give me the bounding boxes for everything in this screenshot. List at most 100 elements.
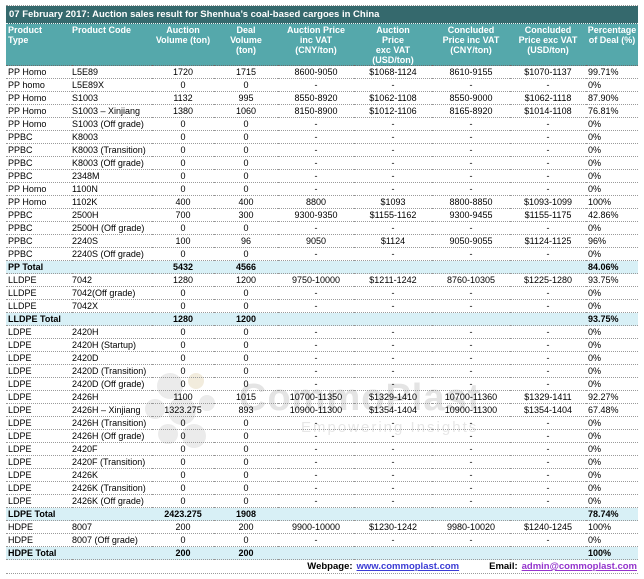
cell-auction-volume: 0: [152, 299, 214, 313]
table-row: HDPE 8007 (Off grade) 0 0 - - - - 0%: [6, 533, 638, 547]
cell-auction-price-exc-vat: -: [354, 143, 432, 157]
cell-product-code: 2426H: [72, 390, 152, 404]
cell-concluded-price-inc-vat: -: [432, 325, 510, 339]
table-row: PP homo L5E89X 0 0 - - - - 0%: [6, 78, 638, 92]
table-row: LDPE 2420D (Off grade) 0 0 - - - - 0%: [6, 377, 638, 391]
cell-concluded-price-exc-vat: $1124-1125: [510, 234, 586, 248]
email-link[interactable]: admin@commoplast.com: [521, 561, 637, 572]
cell-auction-volume: 200: [152, 546, 214, 560]
cell-deal-volume: 0: [214, 364, 278, 378]
cell-auction-price-exc-vat: [354, 507, 432, 521]
cell-product-type: PP Homo: [6, 182, 72, 196]
cell-concluded-price-inc-vat: [432, 260, 510, 274]
cell-concluded-price-inc-vat: -: [432, 156, 510, 170]
cell-auction-price-exc-vat: $1354-1404: [354, 403, 432, 417]
cell-product-type: HDPE: [6, 520, 72, 534]
cell-concluded-price-inc-vat: -: [432, 351, 510, 365]
cell-product-code: 2426H (Transition): [72, 416, 152, 430]
col-header-auction-price-inc-vat: Auction Price inc VAT (CNY/ton): [278, 24, 354, 66]
cell-concluded-price-exc-vat: -: [510, 117, 586, 131]
cell-concluded-price-exc-vat: -: [510, 247, 586, 261]
cell-auction-price-inc-vat: -: [278, 416, 354, 430]
table-row: LLDPE 7042X 0 0 - - - - 0%: [6, 299, 638, 313]
cell-deal-percentage: 0%: [586, 169, 638, 183]
cell-auction-volume: 1720: [152, 65, 214, 79]
cell-product-type: PPBC: [6, 156, 72, 170]
cell-deal-percentage: 0%: [586, 247, 638, 261]
cell-concluded-price-inc-vat: 9300-9455: [432, 208, 510, 222]
col-header-concluded-price-exc-vat: Concluded Price exc VAT (USD/ton): [510, 24, 586, 66]
cell-auction-volume: 0: [152, 221, 214, 235]
cell-product-code: [72, 507, 152, 521]
cell-auction-price-exc-vat: -: [354, 221, 432, 235]
cell-deal-volume: 200: [214, 546, 278, 560]
cell-product-type: PPBC: [6, 247, 72, 261]
cell-product-code: 7042: [72, 273, 152, 287]
cell-auction-price-inc-vat: -: [278, 78, 354, 92]
cell-auction-volume: 0: [152, 143, 214, 157]
cell-deal-percentage: 0%: [586, 481, 638, 495]
cell-auction-price-exc-vat: $1062-1108: [354, 91, 432, 105]
cell-concluded-price-exc-vat: -: [510, 533, 586, 547]
cell-auction-price-exc-vat: -: [354, 117, 432, 131]
cell-product-type: PP Homo: [6, 104, 72, 118]
cell-auction-price-exc-vat: -: [354, 325, 432, 339]
table-row: LDPE 2426K (Off grade) 0 0 - - - - 0%: [6, 494, 638, 508]
table-row: LDPE 2426K 0 0 - - - - 0%: [6, 468, 638, 482]
cell-deal-percentage: 99.71%: [586, 65, 638, 79]
cell-concluded-price-inc-vat: 10700-11360: [432, 390, 510, 404]
cell-deal-volume: 400: [214, 195, 278, 209]
cell-auction-price-exc-vat: -: [354, 169, 432, 183]
cell-auction-volume: 200: [152, 520, 214, 534]
cell-auction-price-exc-vat: -: [354, 338, 432, 352]
table-row: LLDPE 7042 1280 1200 9750-10000 $1211-12…: [6, 273, 638, 287]
cell-product-type: LDPE: [6, 442, 72, 456]
table-row: HDPE 8007 200 200 9900-10000 $1230-1242 …: [6, 520, 638, 534]
cell-product-type: LDPE: [6, 351, 72, 365]
table-row: LDPE 2420D (Transition) 0 0 - - - - 0%: [6, 364, 638, 378]
cell-product-code: K8003: [72, 130, 152, 144]
cell-concluded-price-exc-vat: -: [510, 143, 586, 157]
cell-deal-percentage: 0%: [586, 117, 638, 131]
cell-concluded-price-exc-vat: [510, 546, 586, 560]
cell-deal-volume: 4566: [214, 260, 278, 274]
table-row: LDPE 2426K (Transition) 0 0 - - - - 0%: [6, 481, 638, 495]
cell-product-code: 2240S (Off grade): [72, 247, 152, 261]
email-label: Email:: [489, 561, 518, 572]
cell-deal-percentage: 42.86%: [586, 208, 638, 222]
col-header-product-type: Product Type: [6, 24, 72, 66]
cell-product-type: PP Total: [6, 260, 72, 274]
cell-deal-percentage: 78.74%: [586, 507, 638, 521]
cell-auction-price-exc-vat: -: [354, 416, 432, 430]
cell-concluded-price-inc-vat: -: [432, 429, 510, 443]
cell-product-type: LDPE: [6, 416, 72, 430]
cell-auction-price-exc-vat: $1068-1124: [354, 65, 432, 79]
cell-auction-volume: 0: [152, 364, 214, 378]
cell-product-code: [72, 312, 152, 326]
col-header-deal-percentage: Percentage of Deal (%): [586, 24, 638, 66]
cell-concluded-price-exc-vat: -: [510, 182, 586, 196]
cell-concluded-price-inc-vat: -: [432, 286, 510, 300]
cell-auction-volume: 1323.275: [152, 403, 214, 417]
cell-auction-price-inc-vat: [278, 312, 354, 326]
cell-deal-volume: 0: [214, 494, 278, 508]
cell-product-type: PP Homo: [6, 195, 72, 209]
cell-product-type: PPBC: [6, 130, 72, 144]
cell-product-type: PPBC: [6, 143, 72, 157]
cell-auction-price-exc-vat: $1155-1162: [354, 208, 432, 222]
cell-concluded-price-exc-vat: -: [510, 455, 586, 469]
cell-product-type: LDPE: [6, 494, 72, 508]
cell-concluded-price-inc-vat: -: [432, 481, 510, 495]
cell-auction-volume: 1132: [152, 91, 214, 105]
cell-deal-percentage: 0%: [586, 156, 638, 170]
cell-auction-price-inc-vat: 8800: [278, 195, 354, 209]
table-row: LLDPE 7042(Off grade) 0 0 - - - - 0%: [6, 286, 638, 300]
cell-deal-volume: 0: [214, 156, 278, 170]
cell-auction-price-inc-vat: -: [278, 338, 354, 352]
cell-deal-percentage: 0%: [586, 286, 638, 300]
cell-concluded-price-exc-vat: -: [510, 377, 586, 391]
cell-deal-percentage: 0%: [586, 221, 638, 235]
cell-auction-price-inc-vat: -: [278, 494, 354, 508]
webpage-link[interactable]: www.commoplast.com: [356, 561, 460, 572]
cell-deal-percentage: 0%: [586, 299, 638, 313]
